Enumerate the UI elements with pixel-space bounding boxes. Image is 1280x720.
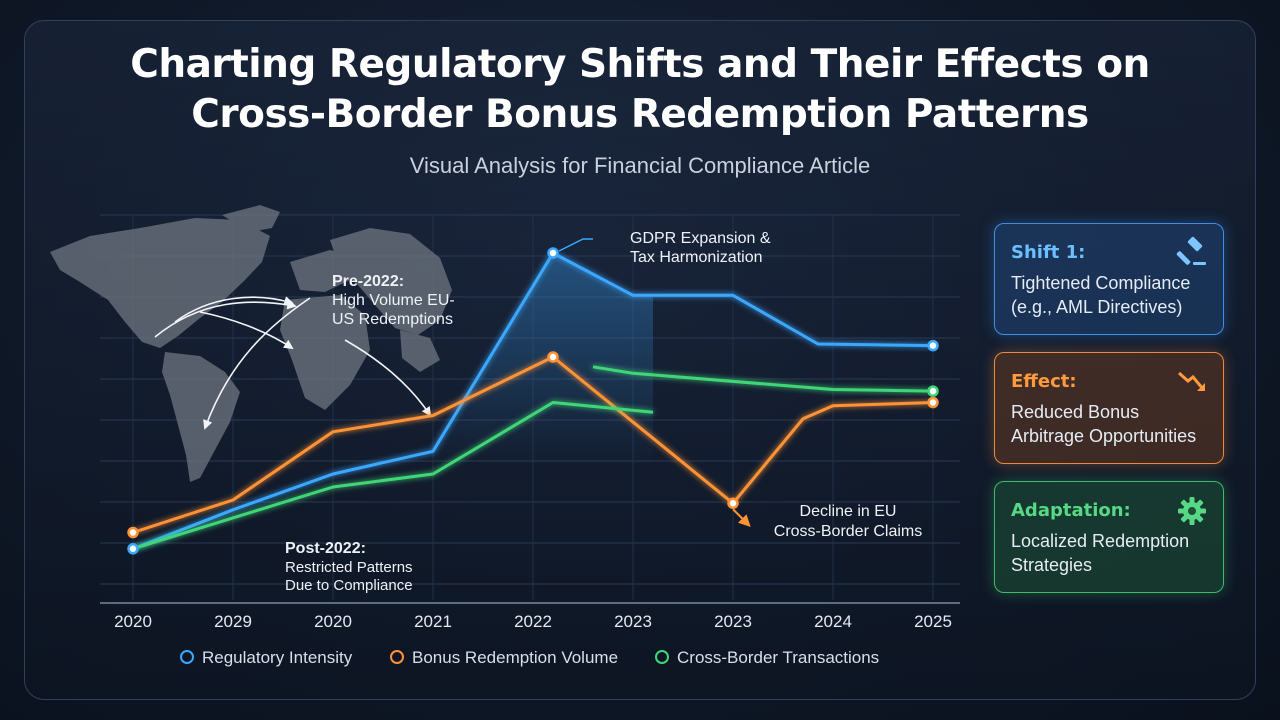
data-point [547,351,559,363]
shift-card-heading: Shift 1: [1011,242,1086,263]
x-tick-label: 2021 [414,612,452,631]
effect-card-heading: Effect: [1011,371,1077,392]
annotation-pre2022: Pre-2022: High Volume EU- US Redemptions [332,273,455,328]
x-tick-label: 2025 [914,612,952,631]
legend-dot-blue [180,650,194,664]
gdpr-connector [558,238,593,252]
legend-item-regulatory: Regulatory Intensity [180,648,352,668]
legend-dot-orange [390,650,404,664]
map-arrows [154,296,432,430]
chart-legend: Regulatory Intensity Bonus Redemption Vo… [0,648,1280,672]
shift-card-line2: (e.g., AML Directives) [1011,297,1183,317]
adaptation-card-line1: Localized Redemption [1011,531,1190,551]
data-point [547,247,559,259]
title-line-2: Cross-Border Bonus Redemption Patterns [191,92,1089,137]
data-point [127,526,139,539]
legend-dot-green [655,650,669,664]
world-map-image [50,205,452,482]
page-subtitle: Visual Analysis for Financial Compliance… [409,153,871,178]
page-title: Charting Regulatory Shifts and Their Eff… [0,40,1280,140]
effect-card-line2: Arbitrage Opportunities [1011,426,1197,446]
annotation-gdpr-line1: GDPR Expansion & [630,230,771,247]
legend-item-bonus: Bonus Redemption Volume [390,648,618,668]
annotation-pre2022-line3: US Redemptions [332,311,453,328]
annotation-decline-line1: Decline in EU [800,503,897,520]
shift-card-line1: Tightened Compliance [1011,273,1191,293]
adaptation-card-heading: Adaptation: [1011,500,1131,521]
x-tick-label: 2029 [214,612,252,631]
x-tick-label: 2024 [814,612,852,631]
annotation-post2022-line1: Post-2022: [285,540,366,557]
regulatory-peak-shade [433,253,653,465]
title-line-1: Charting Regulatory Shifts and Their Eff… [130,42,1150,87]
data-point [927,396,939,409]
shift-card: Shift 1: Tightened Compliance (e.g., AML… [994,223,1224,335]
annotation-gdpr-line2: Tax Harmonization [630,249,763,266]
decline-arrow [732,508,751,527]
data-point [127,543,139,555]
x-tick-label: 2020 [314,612,352,631]
annotation-post2022-line3: Due to Compliance [285,577,413,594]
series-line-3 [592,365,934,393]
x-axis-ticks: 2020 2029 2020 2021 2022 2023 2023 2024 2025 [114,612,952,631]
x-tick-label: 2023 [614,612,652,631]
data-point [927,385,939,397]
effect-card-line1: Reduced Bonus [1011,402,1140,422]
series-line-2 [132,401,654,551]
annotation-pre2022-line2: High Volume EU- [332,292,455,309]
adaptation-card: Adaptation: Localized Redemption Strateg… [994,481,1224,593]
gear-icon [1178,497,1206,525]
point-layer [127,247,939,555]
legend-label-bonus: Bonus Redemption Volume [412,648,619,667]
annotation-gdpr: GDPR Expansion & Tax Harmonization [630,230,771,266]
x-tick-label: 2022 [514,612,552,631]
data-point [927,339,939,352]
legend-label-crossborder: Cross-Border Transactions [677,648,880,667]
legend-item-crossborder: Cross-Border Transactions [655,648,879,668]
x-tick-label: 2020 [114,612,152,631]
annotation-decline-line2: Cross-Border Claims [774,523,922,540]
annotation-pre2022-line1: Pre-2022: [332,273,404,290]
annotation-post2022-line2: Restricted Patterns [285,559,413,576]
x-tick-label: 2023 [714,612,752,631]
gavel-icon [1176,236,1206,265]
data-point [727,497,739,509]
annotation-post2022: Post-2022: Restricted Patterns Due to Co… [285,540,413,594]
adaptation-card-line2: Strategies [1011,555,1093,575]
effect-card: Effect: Reduced Bonus Arbitrage Opportun… [994,352,1224,464]
annotation-decline: Decline in EU Cross-Border Claims [774,503,922,540]
legend-label-regulatory: Regulatory Intensity [202,648,353,667]
trend-down-icon [1178,371,1205,391]
